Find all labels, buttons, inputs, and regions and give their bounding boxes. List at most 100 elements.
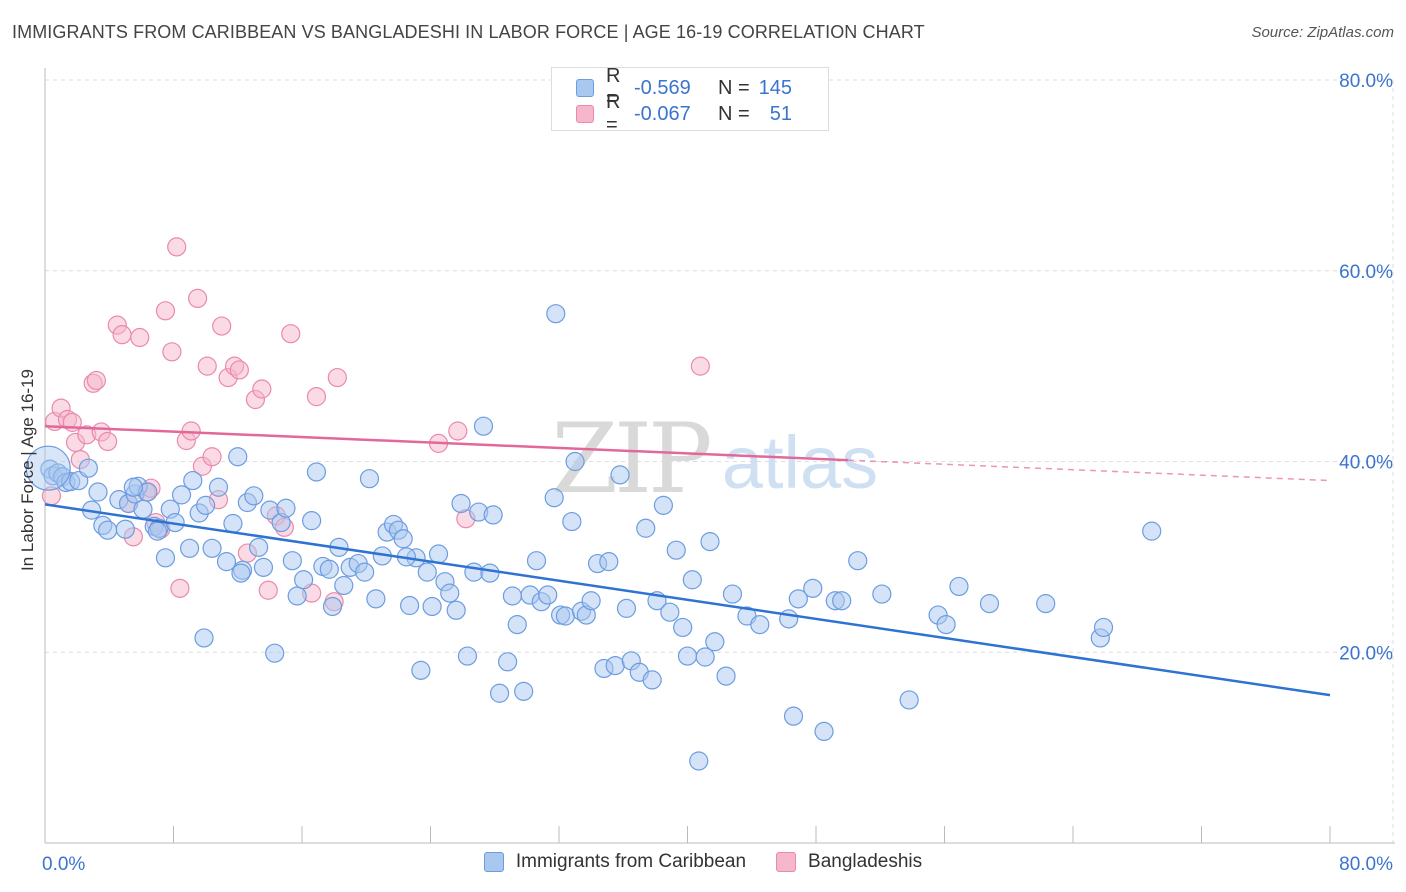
legend-swatch-bangladeshis (576, 105, 594, 123)
axes (44, 68, 1395, 844)
chart-source: Source: ZipAtlas.com (1251, 24, 1394, 41)
data-point-caribbean (872, 584, 892, 604)
data-point-caribbean (514, 681, 534, 701)
trend-line-bangladeshis-extension (848, 459, 1331, 482)
data-point-caribbean (422, 596, 442, 617)
y-tick-label: 20.0% (1339, 643, 1393, 664)
legend-r-label: R = (606, 65, 621, 110)
data-point-caribbean (783, 706, 804, 726)
data-point-caribbean (507, 614, 527, 635)
data-point-caribbean (123, 477, 143, 497)
data-point-caribbean (464, 562, 484, 582)
legend-n-label: N = (718, 102, 750, 125)
data-point-bangladeshis (327, 367, 347, 388)
data-point-caribbean (682, 570, 702, 590)
data-point-caribbean (393, 529, 413, 549)
data-point-caribbean (306, 462, 327, 482)
data-point-caribbean (451, 493, 471, 514)
x-tick-label: 80.0% (1339, 854, 1393, 875)
data-point-bangladeshis (112, 325, 132, 345)
data-point-bangladeshis (448, 421, 468, 441)
data-point-caribbean (555, 606, 576, 626)
data-point-caribbean (355, 562, 375, 582)
trend-lines (44, 424, 1331, 697)
legend-label-bangladeshis: Bangladeshis (808, 851, 923, 872)
data-point-caribbean (677, 646, 698, 666)
data-point-bangladeshis (167, 237, 187, 257)
data-point-caribbean (605, 656, 625, 676)
data-point-caribbean (223, 513, 243, 534)
data-point-caribbean (287, 586, 307, 606)
data-point-bangladeshis (187, 288, 208, 309)
y-tick-label: 60.0% (1339, 262, 1393, 283)
data-point-caribbean (814, 721, 834, 742)
data-point-caribbean (171, 485, 192, 505)
legend-item-caribbean[interactable]: Immigrants from Caribbean (483, 851, 746, 873)
data-point-caribbean (610, 465, 630, 485)
data-point-caribbean (147, 521, 168, 541)
data-point-caribbean (183, 470, 203, 491)
data-point-bangladeshis (86, 370, 107, 391)
data-point-caribbean (1036, 594, 1056, 614)
data-point-bangladeshis (155, 301, 176, 321)
data-point-bangladeshis (212, 316, 232, 336)
tick-labels: 80.0% 60.0% 40.0% 20.0% 0.0% 80.0% (42, 71, 1393, 875)
series-caribbean (25, 304, 1162, 771)
data-point-caribbean (779, 609, 799, 629)
legend-top: R = -0.569 N = 145 R = -0.067 N = 51 (551, 65, 829, 136)
data-point-caribbean (1142, 521, 1162, 541)
data-point-caribbean (722, 584, 743, 604)
legend-r-value: -0.569 (634, 76, 691, 99)
data-point-caribbean (538, 585, 558, 605)
data-point-bangladeshis (229, 360, 249, 380)
trend-line-caribbean (44, 503, 1331, 697)
data-point-caribbean (689, 751, 709, 771)
data-point-caribbean (832, 591, 852, 611)
data-point-caribbean (276, 498, 296, 518)
data-point-caribbean (636, 518, 656, 538)
chart-title: IMMIGRANTS FROM CARIBBEAN VS BANGLADESHI… (12, 22, 925, 42)
data-point-bangladeshis (252, 379, 272, 399)
data-point-bangladeshis (281, 324, 301, 344)
data-point-caribbean (562, 511, 582, 532)
data-point-caribbean (417, 562, 437, 582)
data-point-caribbean (498, 652, 518, 672)
data-point-caribbean (440, 583, 460, 603)
data-point-bangladeshis (130, 327, 150, 348)
legend-n-label: N = (718, 76, 750, 99)
data-point-caribbean (936, 614, 956, 635)
legend-r-label: R = (606, 91, 621, 136)
data-point-caribbean (1093, 617, 1114, 638)
data-point-caribbean (196, 495, 216, 515)
data-point-caribbean (334, 575, 354, 596)
data-point-caribbean (179, 538, 200, 558)
trend-line-bangladeshis (44, 424, 849, 462)
legend-n-value: 51 (769, 102, 792, 125)
data-point-caribbean (565, 451, 585, 472)
data-point-caribbean (750, 614, 770, 635)
data-point-caribbean (366, 589, 386, 609)
data-point-caribbean (400, 595, 420, 616)
data-point-caribbean (457, 646, 478, 666)
data-point-caribbean (228, 447, 248, 467)
data-point-caribbean (544, 488, 564, 508)
data-point-caribbean (526, 551, 547, 571)
legend-swatch-caribbean (483, 852, 504, 872)
data-point-caribbean (642, 670, 662, 690)
data-point-bangladeshis (690, 356, 710, 376)
watermark-atlas: atlas (722, 421, 878, 504)
data-point-caribbean (949, 576, 969, 597)
data-point-caribbean (848, 551, 868, 571)
data-point-caribbean (599, 552, 619, 572)
legend-swatch-caribbean (576, 79, 594, 97)
data-point-caribbean (653, 495, 674, 515)
data-point-caribbean (788, 589, 808, 609)
legend-item-bangladeshis[interactable]: Bangladeshis (776, 851, 922, 873)
data-point-bangladeshis (170, 578, 190, 598)
data-point-caribbean (282, 551, 302, 571)
data-point-caribbean (216, 552, 237, 572)
data-point-caribbean (133, 499, 153, 519)
legend-bottom: Immigrants from Caribbean Bangladeshis (0, 851, 1406, 873)
data-point-caribbean (473, 416, 494, 436)
data-point-caribbean (231, 563, 251, 583)
